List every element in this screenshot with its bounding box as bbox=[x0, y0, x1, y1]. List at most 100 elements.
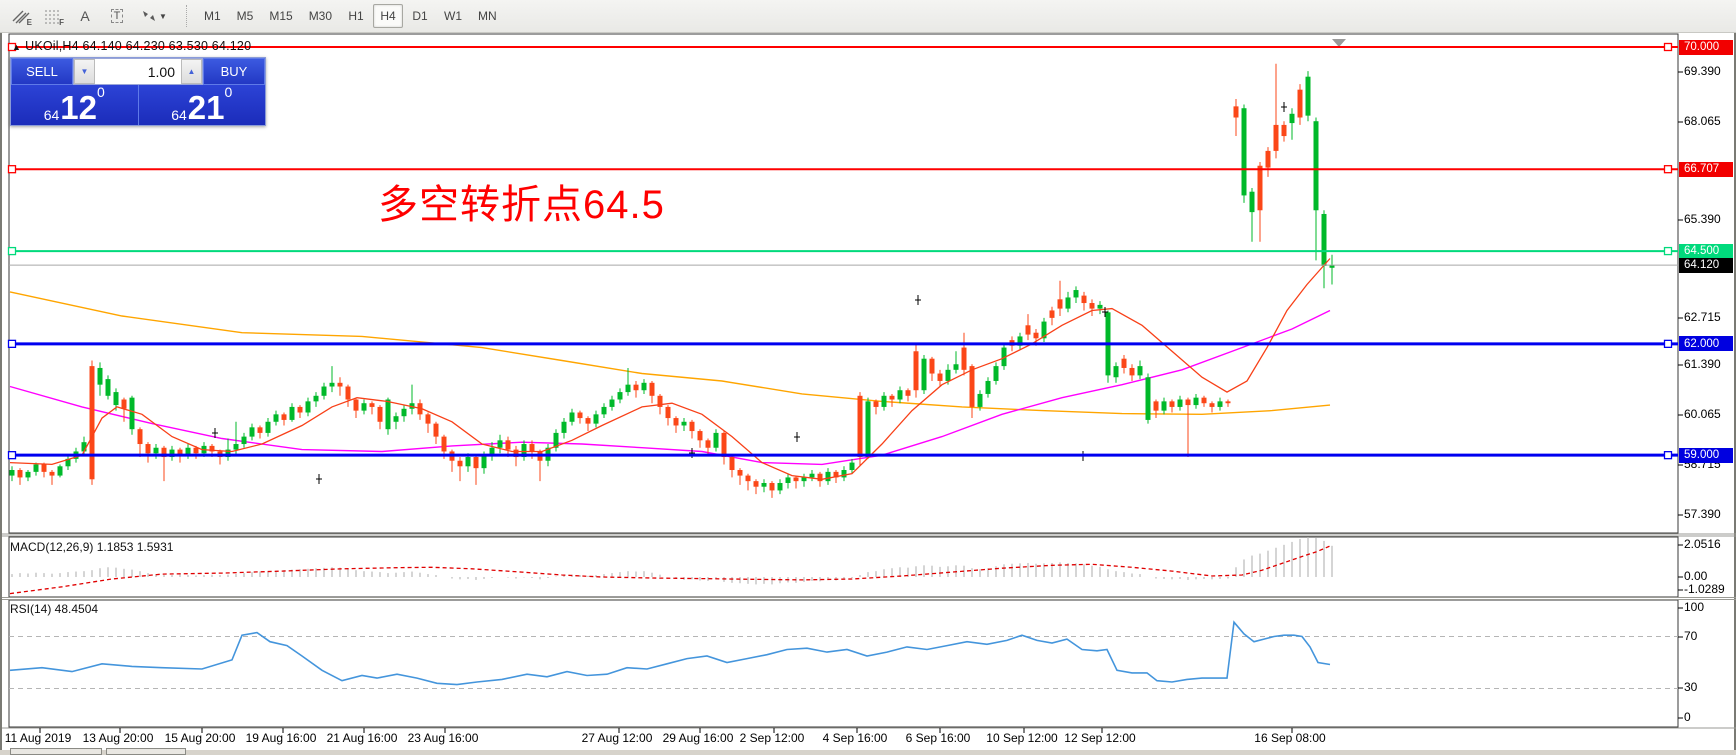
arrows-icon[interactable]: ▼ bbox=[134, 3, 174, 29]
axis-date-label[interactable]: 10 Sep 12:00 bbox=[986, 731, 1058, 745]
candle-body bbox=[553, 432, 559, 448]
hline-handle[interactable] bbox=[1663, 339, 1673, 348]
candle-body bbox=[937, 373, 943, 381]
chart-tab[interactable] bbox=[10, 748, 102, 755]
candle-body bbox=[89, 366, 95, 480]
hline-handle[interactable] bbox=[7, 339, 17, 348]
axis-date-label[interactable]: 23 Aug 16:00 bbox=[407, 731, 479, 745]
timeframe-button-w1[interactable]: W1 bbox=[444, 9, 463, 23]
candle-body bbox=[1041, 321, 1047, 339]
candle-body bbox=[177, 449, 183, 456]
candle-body bbox=[841, 470, 847, 478]
candle-body bbox=[849, 462, 855, 471]
buy-button[interactable]: BUY bbox=[203, 58, 265, 85]
chart-canvas[interactable] bbox=[2, 33, 1736, 755]
candle-body bbox=[865, 401, 871, 458]
buy-price-display[interactable]: 64 21 0 bbox=[138, 84, 265, 126]
candle-body bbox=[1081, 295, 1087, 304]
candle-body bbox=[1321, 213, 1327, 266]
axis-price-label: 61.390 bbox=[1684, 357, 1721, 371]
volume-increase-button[interactable]: ▲ bbox=[181, 59, 202, 84]
axis-date-label[interactable]: 13 Aug 20:00 bbox=[82, 731, 154, 745]
axis-date-label[interactable]: 27 Aug 12:00 bbox=[581, 731, 653, 745]
candle-body bbox=[713, 432, 719, 448]
candle-body bbox=[313, 395, 319, 402]
timeframe-button-m30[interactable]: M30 bbox=[308, 9, 333, 23]
candle-body bbox=[345, 386, 351, 400]
candle-body bbox=[1249, 191, 1255, 213]
candle-body bbox=[809, 473, 815, 478]
timeframe-button-m15[interactable]: M15 bbox=[269, 9, 293, 23]
volume-decrease-button[interactable]: ▼ bbox=[74, 59, 95, 84]
candle-body bbox=[505, 440, 511, 450]
candle-body bbox=[353, 399, 359, 411]
sell-price-sup: 0 bbox=[97, 84, 105, 100]
hline-handle[interactable] bbox=[7, 246, 17, 256]
buy-price-sup: 0 bbox=[224, 84, 233, 100]
candle-body bbox=[1273, 124, 1279, 151]
candle-body bbox=[225, 449, 231, 458]
candle-body bbox=[433, 423, 439, 437]
price-badge-59.000: 59.000 bbox=[1679, 447, 1733, 463]
chart-shift-marker[interactable] bbox=[1332, 39, 1346, 47]
candle-body bbox=[1281, 124, 1287, 137]
timeframe-button-h4[interactable]: H4 bbox=[373, 4, 404, 28]
candle-body bbox=[1177, 399, 1183, 407]
equidistant-channel-icon[interactable]: E bbox=[6, 3, 36, 29]
buy-price-big: 21 bbox=[187, 88, 225, 126]
candle-body bbox=[705, 440, 711, 448]
candle-body bbox=[1017, 336, 1023, 346]
hline-handle[interactable] bbox=[1663, 42, 1673, 52]
axis-price-label: 100 bbox=[1684, 600, 1705, 614]
timeframe-button-d1[interactable]: D1 bbox=[412, 9, 428, 23]
candle-body bbox=[1137, 366, 1143, 376]
text-icon[interactable]: A bbox=[70, 3, 100, 29]
candle-body bbox=[385, 399, 391, 430]
hline-handle[interactable] bbox=[1663, 451, 1673, 460]
axis-date-label[interactable]: 12 Sep 12:00 bbox=[1064, 731, 1136, 745]
timeframe-button-m1[interactable]: M1 bbox=[204, 9, 221, 23]
axis-date-label[interactable]: 29 Aug 16:00 bbox=[662, 731, 734, 745]
axis-date-label[interactable]: 11 Aug 2019 bbox=[4, 731, 72, 745]
hline-handle[interactable] bbox=[1663, 246, 1673, 256]
text-label-icon[interactable]: T bbox=[102, 3, 132, 29]
timeframe-button-m5[interactable]: M5 bbox=[236, 9, 254, 23]
candle-body bbox=[209, 445, 215, 452]
axis-price-label: 68.065 bbox=[1684, 114, 1721, 128]
axis-date-label[interactable]: 4 Sep 16:00 bbox=[822, 731, 888, 745]
candle-body bbox=[97, 367, 103, 385]
macd-signal-line bbox=[9, 545, 1331, 595]
candle-body bbox=[825, 471, 831, 482]
candle-body bbox=[241, 436, 247, 445]
axis-date-label[interactable]: 19 Aug 16:00 bbox=[245, 731, 317, 745]
sell-button[interactable]: SELL bbox=[11, 58, 73, 85]
timeframe-group: M1 M5 M15 M30 H1 H4 D1 W1 MN bbox=[197, 4, 504, 28]
volume-group: ▼ ▲ bbox=[73, 58, 203, 85]
sell-price-display[interactable]: 64 12 0 bbox=[11, 85, 139, 125]
candle-body bbox=[185, 447, 191, 456]
axis-date-label[interactable]: 6 Sep 16:00 bbox=[905, 731, 971, 745]
hline-handle[interactable] bbox=[7, 42, 17, 52]
candle-body bbox=[745, 475, 751, 482]
candle-body bbox=[1297, 89, 1303, 118]
volume-input[interactable] bbox=[95, 59, 181, 84]
candle-body bbox=[521, 444, 527, 458]
candle-body bbox=[409, 403, 415, 409]
fibonacci-icon[interactable]: F bbox=[38, 3, 68, 29]
candle-body bbox=[1113, 366, 1119, 378]
chart-tab[interactable] bbox=[106, 748, 186, 755]
timeframe-button-mn[interactable]: MN bbox=[478, 9, 497, 23]
axis-date-label[interactable]: 21 Aug 16:00 bbox=[326, 731, 398, 745]
candle-body bbox=[641, 382, 647, 391]
candle-body bbox=[105, 379, 111, 396]
candle-body bbox=[737, 470, 743, 476]
candle-body bbox=[625, 384, 631, 393]
hline-handle[interactable] bbox=[7, 165, 17, 174]
axis-date-label[interactable]: 15 Aug 20:00 bbox=[164, 731, 236, 745]
timeframe-button-h1[interactable]: H1 bbox=[348, 9, 364, 23]
axis-date-label[interactable]: 16 Sep 08:00 bbox=[1254, 731, 1326, 745]
candle-body bbox=[273, 414, 279, 422]
hline-handle[interactable] bbox=[7, 451, 17, 460]
hline-handle[interactable] bbox=[1663, 165, 1673, 174]
axis-date-label[interactable]: 2 Sep 12:00 bbox=[739, 731, 805, 745]
